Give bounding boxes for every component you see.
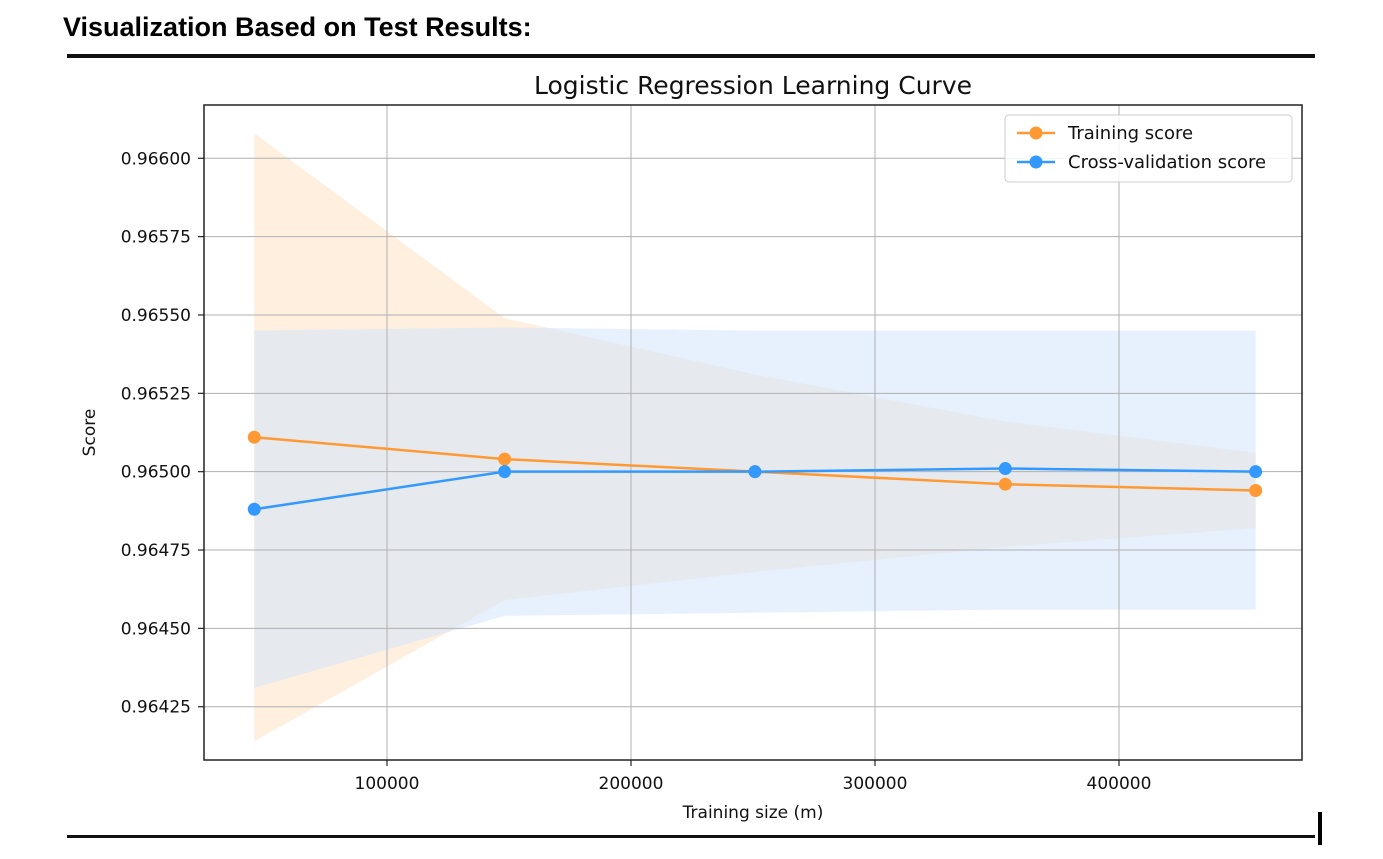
data-point-training <box>247 430 261 444</box>
y-tick-label: 0.96450 <box>121 619 191 639</box>
data-point-training <box>1249 483 1263 497</box>
chart-title: Logistic Regression Learning Curve <box>534 71 972 100</box>
text-cursor <box>1318 812 1322 845</box>
y-tick-label: 0.96550 <box>121 306 191 326</box>
y-tick-label: 0.96525 <box>121 384 191 404</box>
chart-legend: Training score Cross-validation score <box>1004 114 1293 183</box>
data-point-cross-validation <box>1249 465 1263 479</box>
x-tick-label: 200000 <box>599 774 664 794</box>
legend-label-cross-validation: Cross-validation score <box>1068 152 1266 173</box>
x-tick-label: 100000 <box>355 774 420 794</box>
confidence-bands <box>254 133 1256 742</box>
data-point-training <box>998 477 1012 491</box>
legend-label-training: Training score <box>1067 123 1193 144</box>
y-tick-label: 0.96575 <box>121 228 191 248</box>
legend-box <box>1004 114 1293 183</box>
y-tick-label: 0.96600 <box>121 149 191 169</box>
confidence-band-cross-validation <box>254 327 1256 688</box>
top-divider <box>67 54 1315 58</box>
data-points <box>247 430 1263 516</box>
bottom-divider <box>67 835 1315 838</box>
data-point-cross-validation <box>498 465 512 479</box>
legend-swatch-marker-cross-validation <box>1029 155 1043 169</box>
y-tick-label: 0.96475 <box>121 541 191 561</box>
data-point-cross-validation <box>998 462 1012 476</box>
x-axis-ticks: 100000 200000 300000 400000 <box>355 760 1152 794</box>
x-axis-label: Training size (m) <box>682 803 824 823</box>
grid-lines <box>204 105 1302 760</box>
y-tick-label: 0.96425 <box>121 698 191 718</box>
y-axis-label: Score <box>80 409 100 457</box>
data-point-cross-validation <box>748 465 762 479</box>
plot-frame <box>203 104 1303 761</box>
data-point-cross-validation <box>247 502 261 516</box>
y-axis-ticks: 0.96425 0.96450 0.96475 0.96500 0.96525 0.965… <box>121 149 204 718</box>
x-tick-label: 400000 <box>1087 774 1152 794</box>
y-tick-label: 0.96500 <box>121 463 191 483</box>
legend-swatch-marker-training <box>1029 126 1043 140</box>
data-point-training <box>498 452 512 466</box>
page-heading: Visualization Based on Test Results: <box>63 12 532 42</box>
x-tick-label: 300000 <box>843 774 908 794</box>
